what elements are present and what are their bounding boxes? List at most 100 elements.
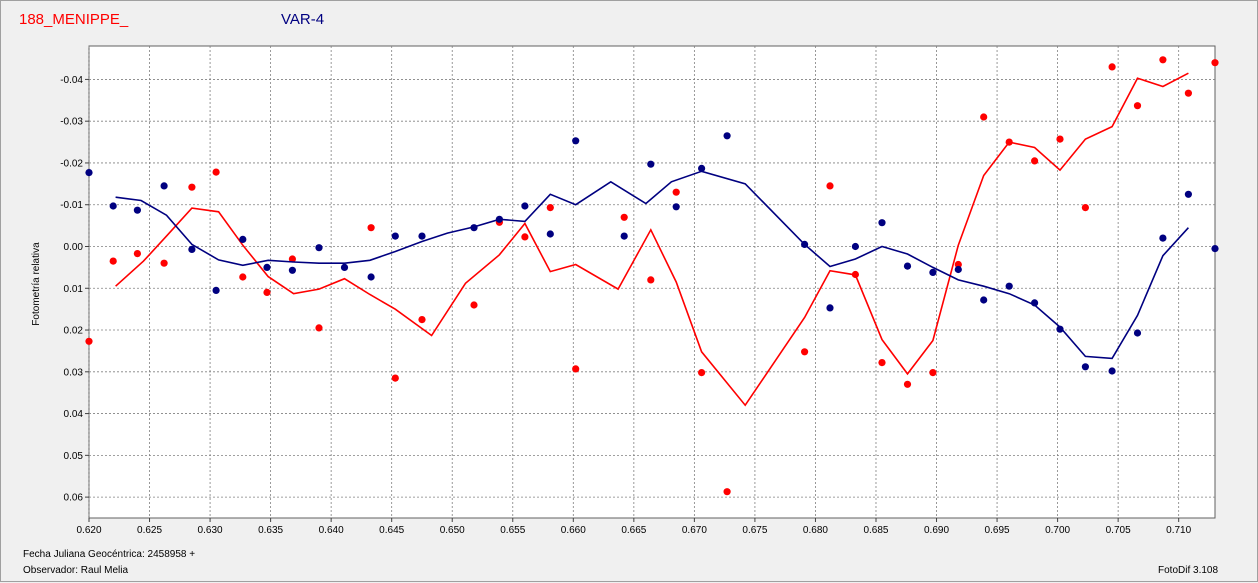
x-tick-label: 0.685: [863, 525, 888, 536]
x-tick-label: 0.660: [561, 525, 586, 536]
x-tick-label: 0.710: [1166, 525, 1191, 536]
data-point: [826, 304, 834, 312]
data-point: [1184, 190, 1192, 198]
x-tick-label: 0.650: [440, 525, 465, 536]
julian-date-label: Fecha Juliana Geocéntrica: 2458958 +: [23, 549, 196, 560]
data-point: [418, 316, 426, 324]
x-tick-label: 0.675: [742, 525, 767, 536]
data-point: [1133, 329, 1142, 337]
data-point: [1159, 56, 1167, 64]
y-tick-label: 0.04: [64, 409, 84, 420]
data-point: [1005, 282, 1013, 290]
y-tick-label: -0.03: [60, 117, 83, 128]
x-tick-label: 0.640: [319, 525, 344, 536]
data-point: [1005, 138, 1013, 146]
data-point: [1184, 89, 1192, 97]
data-point: [1031, 157, 1039, 165]
data-point: [572, 137, 580, 145]
data-point: [160, 259, 168, 267]
data-point: [801, 348, 809, 356]
data-point: [620, 213, 628, 221]
data-point: [672, 188, 680, 196]
data-point: [1056, 325, 1064, 333]
data-point: [878, 359, 886, 367]
data-point: [980, 113, 988, 121]
data-point: [851, 242, 860, 251]
observer-label: Observador: Raul Melia: [23, 565, 129, 576]
data-point: [521, 233, 529, 241]
data-point: [647, 160, 655, 168]
data-point: [239, 235, 247, 243]
x-tick-label: 0.625: [137, 525, 162, 536]
series-line: [115, 170, 1189, 360]
y-tick-label: 0.01: [64, 284, 84, 295]
x-tick-label: 0.620: [76, 525, 101, 536]
data-point: [160, 182, 168, 190]
data-point: [288, 255, 296, 263]
data-point: [1159, 234, 1167, 242]
data-point: [546, 230, 554, 238]
data-point: [1031, 299, 1039, 307]
x-axis-ticks: 0.620 0.625 0.630 0.635 0.640 0.645 0.650 0.655…: [76, 518, 1192, 536]
data-point: [109, 257, 117, 265]
x-tick-label: 0.635: [258, 525, 283, 536]
data-point: [133, 250, 141, 258]
data-point: [801, 240, 809, 248]
software-label: FotoDif 3.108: [1158, 565, 1219, 576]
data-point: [851, 270, 860, 279]
data-point: [109, 202, 117, 210]
data-point: [1081, 363, 1089, 371]
data-point: [980, 296, 988, 304]
x-tick-label: 0.630: [198, 525, 223, 536]
data-point: [1108, 63, 1116, 71]
data-point: [546, 204, 554, 212]
data-point: [1056, 135, 1064, 143]
data-point: [723, 132, 731, 140]
data-point: [263, 288, 271, 296]
y-axis-ticks: -0.04 -0.03 -0.02 -0.01 0.00 0.01 0.02 0.03 0.04…: [60, 75, 89, 504]
data-point: [954, 260, 962, 269]
data-point: [315, 244, 323, 252]
data-point: [723, 488, 731, 496]
y-tick-label: 0.00: [64, 242, 84, 253]
data-point: [1133, 102, 1142, 110]
x-tick-label: 0.690: [924, 525, 949, 536]
data-point: [239, 273, 247, 281]
y-tick-label: 0.05: [64, 451, 84, 462]
data-point: [826, 182, 834, 190]
data-point: [620, 232, 628, 240]
x-tick-label: 0.695: [985, 525, 1010, 536]
y-tick-label: 0.06: [64, 493, 84, 504]
series-0: [85, 56, 1219, 496]
y-tick-label: -0.01: [60, 200, 83, 211]
x-tick-label: 0.645: [379, 525, 404, 536]
data-point: [1211, 59, 1219, 67]
data-point: [367, 273, 375, 281]
data-point: [929, 268, 937, 276]
series-line: [115, 72, 1189, 407]
data-point: [470, 301, 478, 309]
data-point: [418, 232, 426, 240]
data-point: [391, 232, 399, 240]
data-point: [1211, 245, 1219, 253]
y-tick-label: 0.02: [64, 326, 84, 337]
data-point: [1108, 367, 1116, 375]
series: [85, 56, 1219, 496]
data-point: [903, 262, 912, 270]
data-point: [672, 203, 680, 211]
data-point: [188, 245, 196, 253]
data-point: [391, 374, 399, 382]
data-point: [315, 324, 323, 332]
data-point: [903, 380, 912, 388]
data-point: [521, 202, 529, 210]
data-point: [263, 263, 271, 271]
grid: [88, 46, 1215, 518]
data-point: [1081, 204, 1089, 212]
data-point: [954, 265, 962, 274]
data-point: [698, 164, 706, 172]
data-point: [133, 206, 141, 214]
data-point: [647, 276, 655, 284]
var-title: VAR-4: [281, 11, 325, 28]
